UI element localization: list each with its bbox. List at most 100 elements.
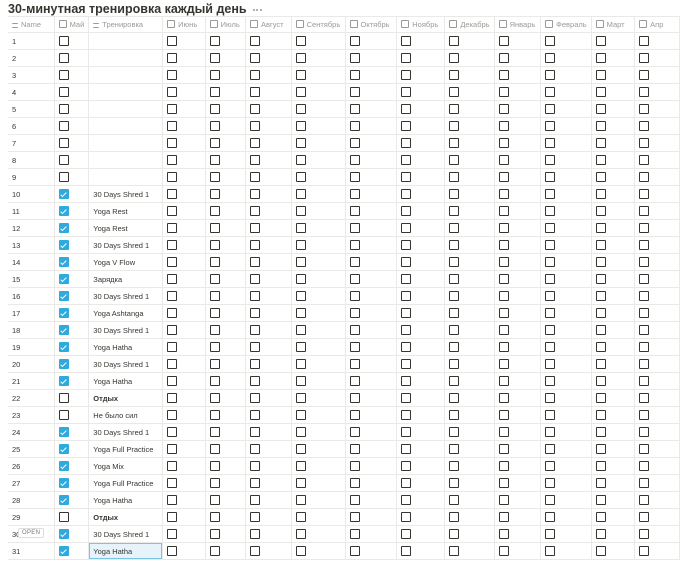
- checkbox[interactable]: [595, 393, 606, 403]
- checkbox[interactable]: [295, 36, 306, 46]
- checkbox[interactable]: [250, 274, 261, 284]
- checkbox[interactable]: [349, 529, 360, 539]
- checkbox[interactable]: [295, 342, 306, 352]
- checkbox[interactable]: [639, 546, 650, 556]
- checkbox[interactable]: [595, 70, 606, 80]
- name-cell[interactable]: 21: [8, 372, 55, 390]
- workout-cell[interactable]: Yoga Ashtanga: [88, 304, 164, 322]
- checkbox[interactable]: [349, 461, 360, 471]
- checkbox[interactable]: [58, 155, 69, 165]
- checkbox[interactable]: [58, 104, 69, 114]
- column-header[interactable]: Апр: [634, 16, 680, 33]
- checkbox[interactable]: [498, 121, 509, 131]
- checkbox[interactable]: [639, 529, 650, 539]
- workout-cell[interactable]: [88, 32, 164, 50]
- workout-cell[interactable]: [88, 168, 164, 186]
- checkbox[interactable]: [349, 172, 360, 182]
- checkbox[interactable]: [449, 36, 460, 46]
- checkbox[interactable]: [167, 274, 178, 284]
- checkbox[interactable]: [498, 342, 509, 352]
- checkbox[interactable]: [349, 223, 360, 233]
- workout-cell[interactable]: Зарядка: [88, 270, 164, 288]
- checkbox[interactable]: [498, 512, 509, 522]
- checkbox[interactable]: [449, 461, 460, 471]
- checkbox[interactable]: [498, 546, 509, 556]
- name-cell[interactable]: 12: [8, 219, 55, 237]
- name-cell[interactable]: 1: [8, 32, 55, 50]
- checkbox[interactable]: [58, 359, 69, 369]
- checkbox[interactable]: [167, 325, 178, 335]
- checkbox[interactable]: [639, 274, 650, 284]
- checkbox[interactable]: [295, 274, 306, 284]
- name-cell[interactable]: 5: [8, 100, 55, 118]
- checkbox[interactable]: [250, 529, 261, 539]
- checkbox[interactable]: [449, 87, 460, 97]
- checkbox[interactable]: [58, 274, 69, 284]
- checkbox[interactable]: [295, 495, 306, 505]
- checkbox[interactable]: [58, 87, 69, 97]
- checkbox[interactable]: [250, 121, 261, 131]
- checkbox[interactable]: [209, 155, 220, 165]
- column-header[interactable]: Май: [53, 16, 90, 33]
- checkbox[interactable]: [349, 512, 360, 522]
- checkbox[interactable]: [58, 291, 69, 301]
- checkbox[interactable]: [250, 410, 261, 420]
- checkbox[interactable]: [349, 478, 360, 488]
- checkbox[interactable]: [401, 104, 412, 114]
- checkbox[interactable]: [295, 172, 306, 182]
- checkbox[interactable]: [401, 189, 412, 199]
- checkbox[interactable]: [250, 495, 261, 505]
- checkbox[interactable]: [498, 104, 509, 114]
- checkbox[interactable]: [401, 512, 412, 522]
- checkbox[interactable]: [167, 512, 178, 522]
- name-cell[interactable]: 25: [8, 440, 55, 458]
- more-menu[interactable]: [252, 3, 264, 17]
- checkbox[interactable]: [250, 478, 261, 488]
- checkbox[interactable]: [295, 257, 306, 267]
- checkbox[interactable]: [545, 70, 556, 80]
- checkbox[interactable]: [58, 410, 69, 420]
- checkbox[interactable]: [545, 495, 556, 505]
- checkbox[interactable]: [449, 376, 460, 386]
- checkbox[interactable]: [401, 342, 412, 352]
- checkbox[interactable]: [498, 478, 509, 488]
- checkbox[interactable]: [498, 410, 509, 420]
- checkbox[interactable]: [639, 36, 650, 46]
- checkbox[interactable]: [167, 257, 178, 267]
- checkbox[interactable]: [595, 495, 606, 505]
- workout-cell[interactable]: Yoga Hatha: [88, 338, 164, 356]
- name-cell[interactable]: 18: [8, 321, 55, 339]
- checkbox[interactable]: [167, 206, 178, 216]
- name-cell[interactable]: 13: [8, 236, 55, 254]
- checkbox[interactable]: [595, 240, 606, 250]
- checkbox[interactable]: [58, 478, 69, 488]
- checkbox[interactable]: [639, 172, 650, 182]
- checkbox[interactable]: [349, 155, 360, 165]
- checkbox[interactable]: [250, 206, 261, 216]
- checkbox[interactable]: [167, 104, 178, 114]
- checkbox[interactable]: [295, 461, 306, 471]
- checkbox[interactable]: [250, 155, 261, 165]
- checkbox[interactable]: [545, 427, 556, 437]
- checkbox[interactable]: [595, 121, 606, 131]
- checkbox[interactable]: [401, 155, 412, 165]
- checkbox[interactable]: [250, 189, 261, 199]
- checkbox[interactable]: [167, 223, 178, 233]
- checkbox[interactable]: [167, 121, 178, 131]
- column-header[interactable]: Ноябрь: [396, 16, 446, 33]
- workout-cell[interactable]: 30 Days Shred 1: [88, 321, 164, 339]
- checkbox[interactable]: [498, 189, 509, 199]
- checkbox[interactable]: [58, 461, 69, 471]
- column-header[interactable]: Тренировка: [88, 16, 164, 33]
- checkbox[interactable]: [58, 325, 69, 335]
- name-cell[interactable]: 6: [8, 117, 55, 135]
- checkbox[interactable]: [639, 325, 650, 335]
- checkbox[interactable]: [401, 36, 412, 46]
- checkbox[interactable]: [250, 427, 261, 437]
- checkbox[interactable]: [639, 53, 650, 63]
- checkbox[interactable]: [295, 87, 306, 97]
- checkbox[interactable]: [250, 87, 261, 97]
- checkbox[interactable]: [209, 393, 220, 403]
- checkbox[interactable]: [449, 325, 460, 335]
- checkbox[interactable]: [401, 206, 412, 216]
